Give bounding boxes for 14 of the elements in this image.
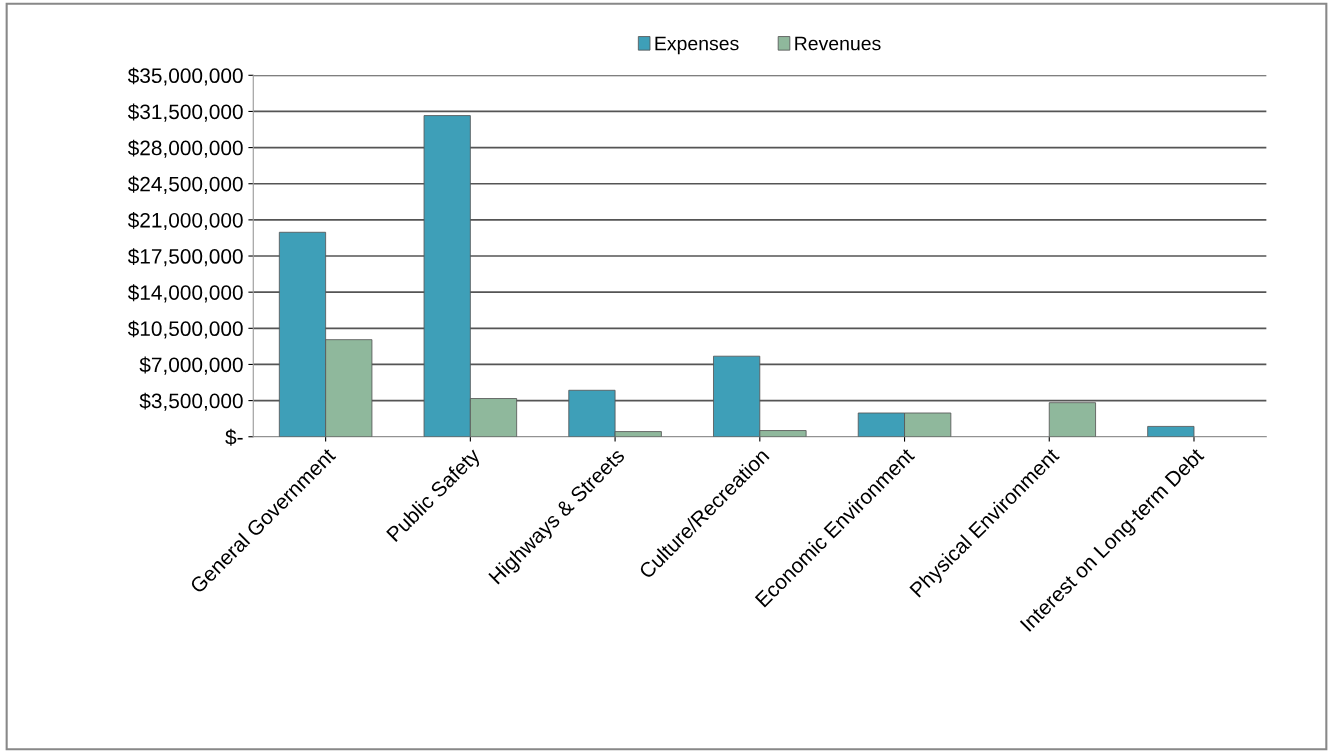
- y-tick-label: $35,000,000: [127, 67, 243, 86]
- y-tick-label: $17,500,000: [127, 248, 243, 267]
- bar: [1147, 425, 1195, 437]
- y-tick-label: $14,000,000: [127, 284, 243, 303]
- y-tick-label: $31,500,000: [127, 103, 243, 122]
- legend-label: Expenses: [655, 36, 739, 55]
- y-tick-label: $3,500,000: [139, 392, 243, 411]
- legend-label: Revenues: [795, 36, 881, 51]
- y-tick-label: $21,000,000: [127, 212, 243, 231]
- y-tick-label: $24,500,000: [127, 175, 243, 194]
- y-tick-label: $10,500,000: [127, 320, 243, 339]
- y-tick-label: $28,000,000: [127, 139, 243, 158]
- y-tick-label: $7,000,000: [139, 356, 243, 375]
- y-tick-label: $-: [225, 428, 243, 446]
